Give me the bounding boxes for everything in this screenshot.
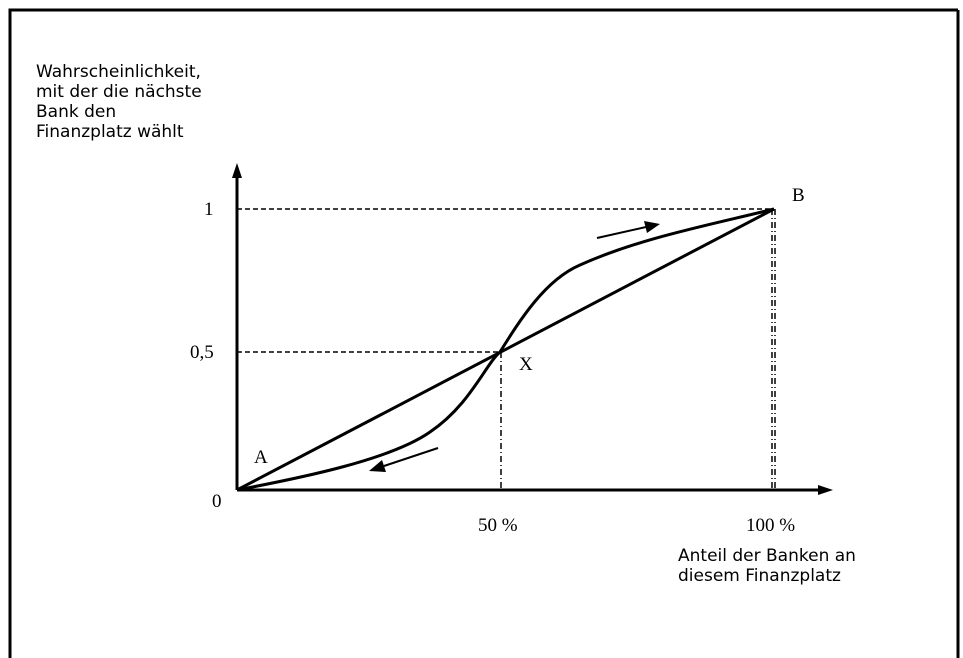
- x-tick-50: 50 %: [478, 515, 518, 536]
- frame-border: [8, 8, 958, 658]
- y-axis-label-line-2: mit der die nächste: [36, 82, 202, 102]
- point-label-x: X: [519, 354, 533, 375]
- s-curve: [236, 207, 775, 492]
- y-tick-05: 0,5: [190, 342, 214, 363]
- y-axis-arrowhead: [232, 163, 242, 178]
- y-axis-label-line-3: Bank den: [36, 102, 117, 122]
- x-axis-label-line-1: Anteil der Banken an: [678, 546, 856, 566]
- arrow-upper-shaft: [596, 226, 647, 239]
- arrow-lower-shaft: [383, 447, 439, 467]
- arrow-lower-head: [369, 460, 386, 472]
- y-axis-label-line-1: Wahrscheinlichkeit,: [36, 62, 201, 82]
- diagonal-line: [236, 207, 775, 492]
- x-axis-label-line-2: diesem Finanzplatz: [678, 566, 841, 586]
- point-label-b: B: [792, 185, 805, 206]
- arrow-upper-head: [644, 221, 660, 233]
- y-axis-label-line-4: Finanzplatz wählt: [36, 122, 184, 142]
- point-label-a: A: [254, 447, 268, 468]
- x-axis-arrowhead: [818, 485, 833, 495]
- y-tick-1: 1: [204, 199, 214, 220]
- y-tick-0: 0: [212, 491, 222, 512]
- x-tick-100: 100 %: [746, 515, 796, 536]
